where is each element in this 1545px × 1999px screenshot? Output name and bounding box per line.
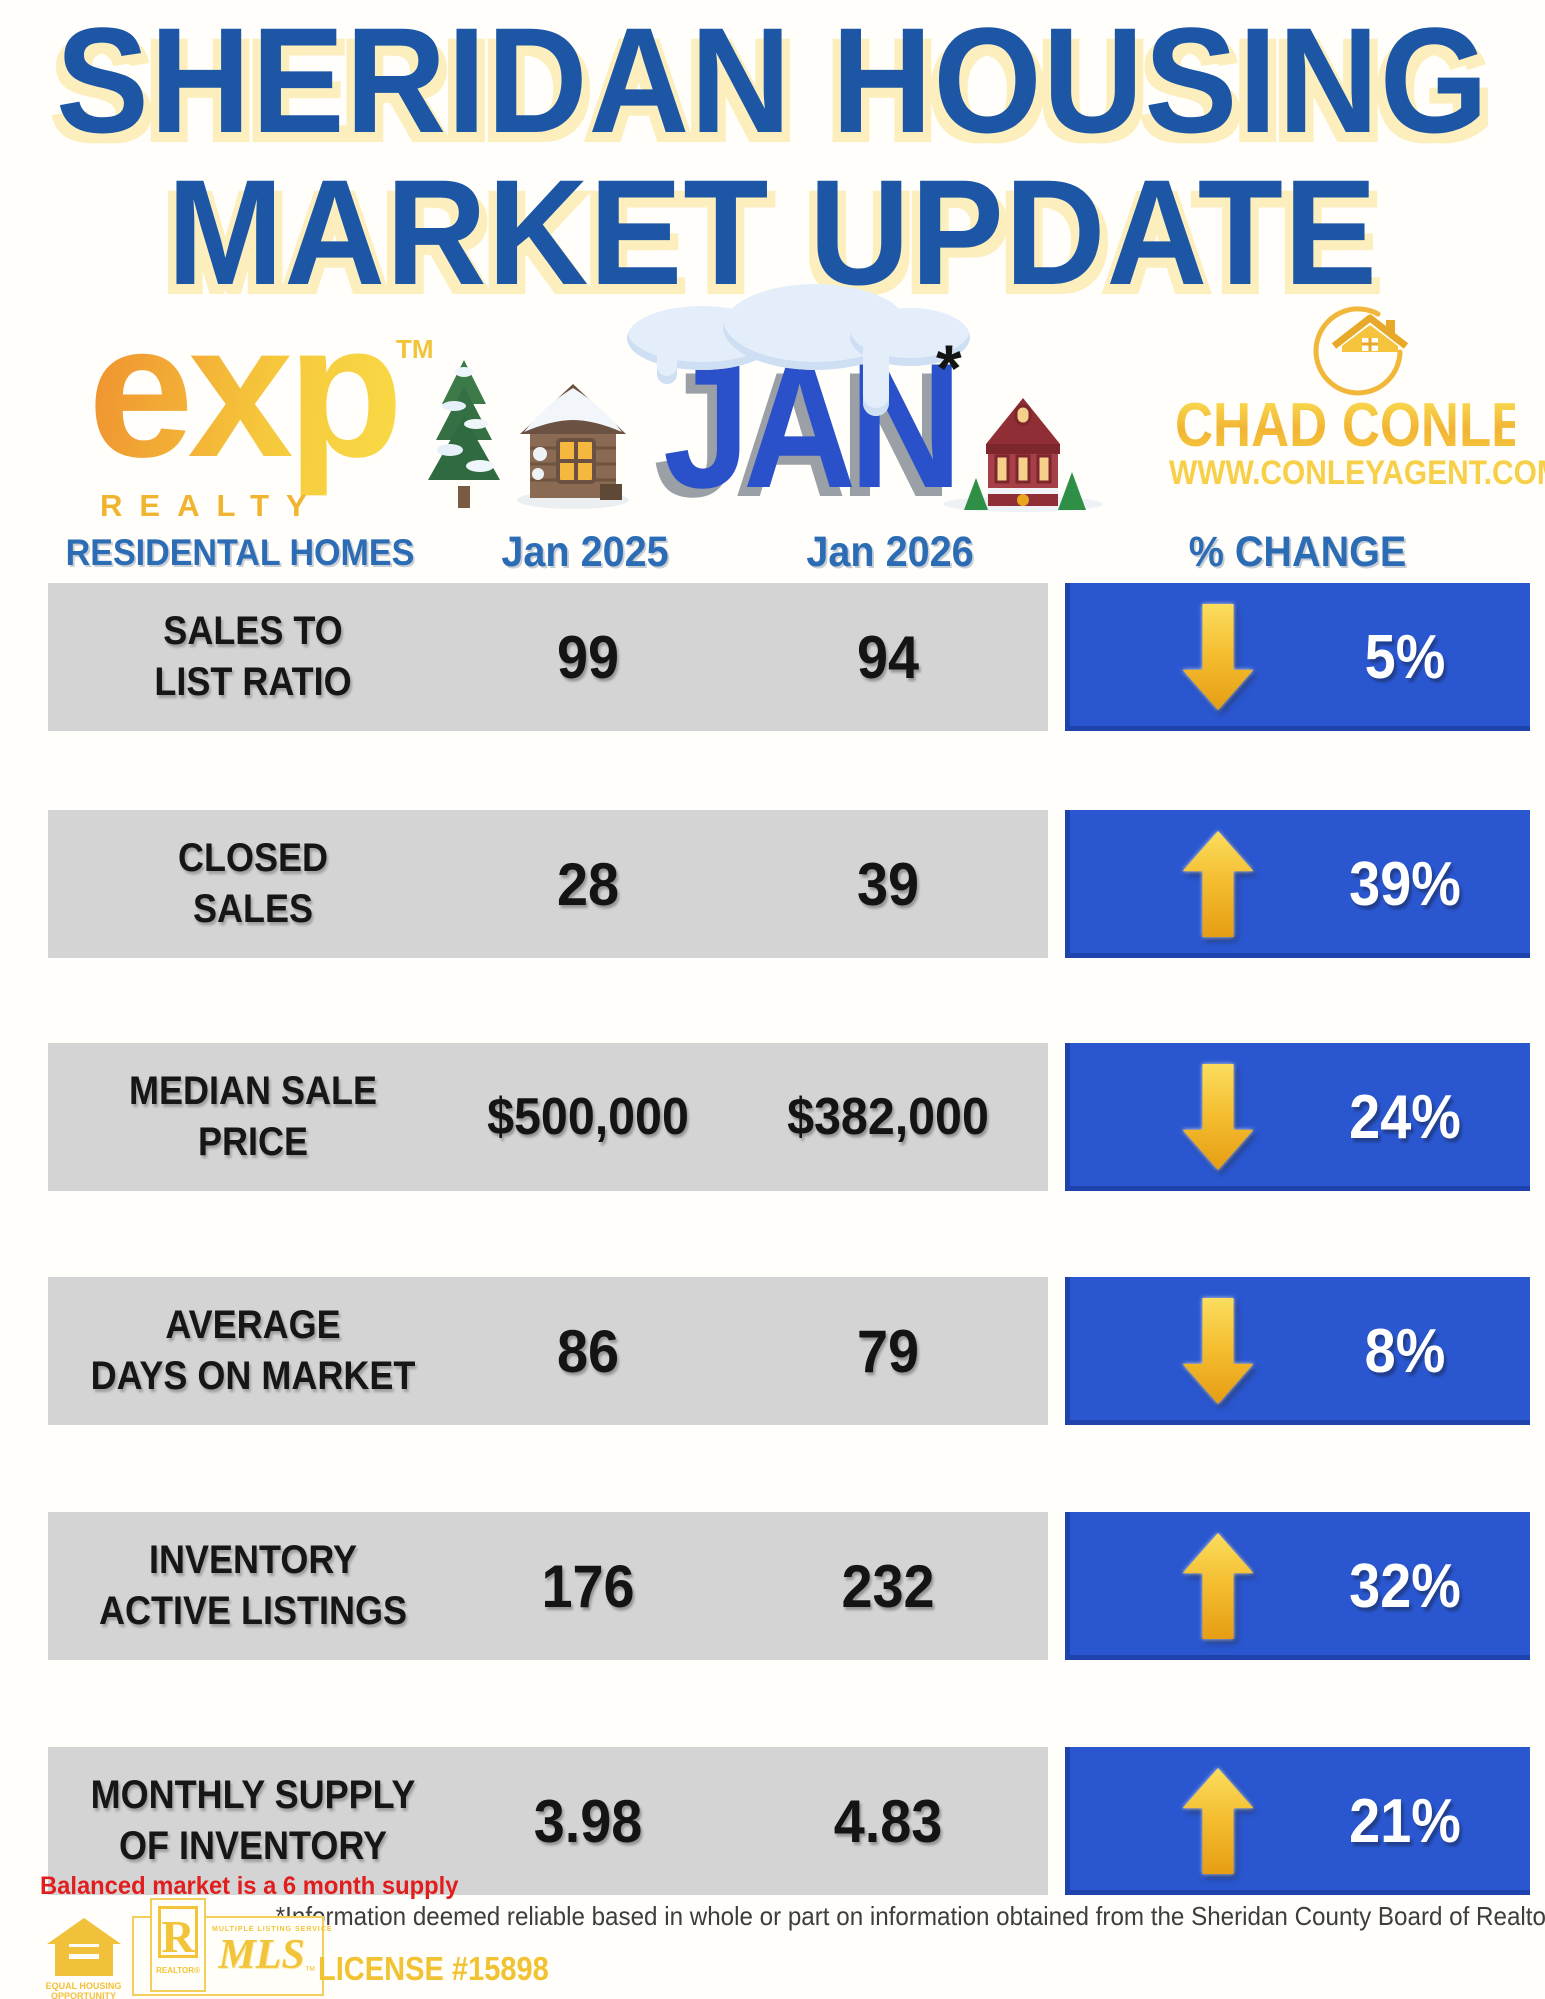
value-jan-2025: 28 <box>556 850 620 918</box>
percent-change-box: 8% <box>1065 1277 1530 1425</box>
value-jan-2026: $382,000 <box>787 1088 989 1146</box>
disclaimer-text: *Information deemed reliable based in wh… <box>275 1901 1545 1931</box>
icicle-icon <box>657 332 677 384</box>
exp-logo-wordmark: exp <box>88 285 403 497</box>
value-jan-2026: 232 <box>841 1552 935 1620</box>
row-label: MEDIAN SALE PRICE <box>128 1069 378 1164</box>
table-row-monthly-supply-of-inventory: MONTHLY SUPPLY OF INVENTORY 3.98 4.83 21… <box>0 1747 1545 1895</box>
value-jan-2025: 99 <box>556 623 620 691</box>
row-label: INVENTORY ACTIVE LISTINGS <box>98 1538 408 1633</box>
snowy-cabin-icon <box>517 384 629 509</box>
table-row-inventory-active-listings: INVENTORY ACTIVE LISTINGS 176 232 32% <box>0 1512 1545 1660</box>
percent-change-value: 8% <box>1364 1316 1446 1386</box>
footnote-asterisk: * <box>936 331 962 405</box>
victorian-house-icon <box>943 398 1103 512</box>
row-band: MEDIAN SALE PRICE $500,000 $382,000 <box>48 1043 1048 1191</box>
exp-realty-sub-label: REALTY <box>100 488 324 523</box>
row-band: SALES TO LIST RATIO 99 94 <box>48 583 1048 731</box>
page-title-line2: MARKET UPDATE <box>167 148 1378 316</box>
snowy-pine-tree-icon <box>428 360 500 508</box>
percent-change-box: 5% <box>1065 583 1530 731</box>
value-jan-2025: 176 <box>541 1552 635 1620</box>
realtor-mls-badge: R REALTOR® MULTIPLE LISTING SERVICE MLS™ <box>132 1898 333 1996</box>
row-band: MONTHLY SUPPLY OF INVENTORY 3.98 4.83 <box>48 1747 1048 1895</box>
license-number: LICENSE #15898 <box>318 1950 549 1987</box>
agent-website: WWW.CONLEYAGENT.COM <box>1169 454 1545 492</box>
row-label: MONTHLY SUPPLY OF INVENTORY <box>90 1773 416 1868</box>
agent-name: CHAD CONLEY <box>1175 391 1545 460</box>
table-row-closed-sales: CLOSED SALES 28 39 39% <box>0 810 1545 958</box>
percent-change-value: 21% <box>1349 1786 1461 1856</box>
down-arrow-icon <box>1182 1298 1254 1404</box>
column-header-percent-change: % CHANGE <box>1188 528 1407 576</box>
percent-change-box: 32% <box>1065 1512 1530 1660</box>
page-title-line1: SHERIDAN HOUSING <box>55 0 1490 164</box>
row-label: SALES TO LIST RATIO <box>154 609 352 704</box>
up-arrow-icon <box>1182 1533 1254 1639</box>
trademark-symbol: TM <box>396 334 434 364</box>
table-row-median-sale-price: MEDIAN SALE PRICE $500,000 $382,000 24% <box>0 1043 1545 1191</box>
mls-logo: MULTIPLE LISTING SERVICE MLS™ <box>212 1926 333 1978</box>
value-jan-2026: 94 <box>856 623 920 691</box>
equal-housing-opportunity-logo: EQUAL HOUSING OPPORTUNITY <box>36 1918 131 1999</box>
row-band: INVENTORY ACTIVE LISTINGS 176 232 <box>48 1512 1048 1660</box>
month-banner: JAN <box>627 284 970 550</box>
down-arrow-icon <box>1182 604 1254 710</box>
value-jan-2025: $500,000 <box>487 1088 689 1146</box>
percent-change-box: 39% <box>1065 810 1530 958</box>
percent-change-value: 24% <box>1349 1082 1461 1152</box>
value-jan-2025: 86 <box>556 1317 620 1385</box>
table-row-average-days-on-market: AVERAGE DAYS ON MARKET 86 79 8% <box>0 1277 1545 1425</box>
value-jan-2025: 3.98 <box>533 1787 643 1855</box>
table-row-sales-to-list-ratio: SALES TO LIST RATIO 99 94 5% <box>0 583 1545 731</box>
percent-change-box: 21% <box>1065 1747 1530 1895</box>
percent-change-value: 5% <box>1364 622 1446 692</box>
up-arrow-icon <box>1182 831 1254 937</box>
exp-realty-logo: exp TM <box>88 296 434 506</box>
percent-change-value: 32% <box>1349 1551 1461 1621</box>
percent-change-box: 24% <box>1065 1043 1530 1191</box>
column-header-jan-2026: Jan 2026 <box>806 528 974 576</box>
up-arrow-icon <box>1182 1768 1254 1874</box>
column-header-residential-homes: RESIDENTAL HOMES <box>65 532 415 573</box>
value-jan-2026: 4.83 <box>833 1787 943 1855</box>
row-label: CLOSED SALES <box>177 836 329 931</box>
value-jan-2026: 79 <box>856 1317 920 1385</box>
value-jan-2026: 39 <box>856 850 920 918</box>
row-label: AVERAGE DAYS ON MARKET <box>90 1303 416 1398</box>
column-header-jan-2025: Jan 2025 <box>501 528 669 576</box>
balanced-market-note: Balanced market is a 6 month supply <box>40 1872 459 1900</box>
down-arrow-icon <box>1182 1064 1254 1170</box>
row-band: CLOSED SALES 28 39 <box>48 810 1048 958</box>
percent-change-value: 39% <box>1349 849 1461 919</box>
realtor-logo: R REALTOR® <box>150 1898 206 1992</box>
agent-house-circle-logo-icon <box>1313 306 1409 396</box>
row-band: AVERAGE DAYS ON MARKET 86 79 <box>48 1277 1048 1425</box>
icicle-icon <box>863 338 889 416</box>
equal-housing-house-icon <box>46 1918 121 1976</box>
